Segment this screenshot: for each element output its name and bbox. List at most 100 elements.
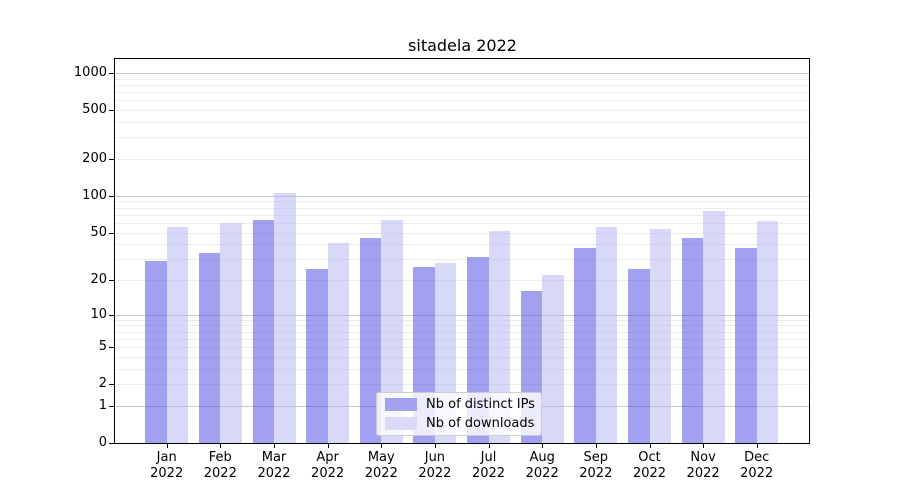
gridline-minor-20 [115, 280, 809, 281]
bar-downloads-jul [488, 231, 510, 443]
x-tick-jul [488, 444, 490, 448]
plot-area: Nb of distinct IPs Nb of downloads [114, 58, 810, 444]
y-tick-label-0: 0 [98, 435, 107, 450]
x-tick-mar [274, 444, 275, 448]
x-tick-feb [220, 444, 222, 448]
x-tick-dec [756, 444, 758, 448]
gridline-minor-800 [115, 85, 809, 86]
gridline-minor-8 [115, 325, 809, 327]
x-tick-label-mar: Mar 2022 [257, 450, 291, 481]
gridline-minor-60 [115, 222, 809, 224]
gridline-minor-4 [115, 356, 809, 358]
y-tick-label-100: 100 [82, 187, 107, 203]
gridline-minor-70 [115, 214, 809, 216]
y-tick-50 [109, 232, 114, 234]
y-tick-label-500: 500 [82, 102, 107, 118]
gridline-minor-2 [115, 384, 809, 386]
bar-distinct-ips-sep [574, 248, 596, 443]
x-tick-aug [542, 444, 544, 448]
y-tick-label-50: 50 [90, 224, 107, 240]
legend-item-distinct-ips: Nb of distinct IPs [385, 397, 535, 412]
y-tick-5 [109, 347, 114, 349]
y-tick-label-1: 1 [98, 397, 107, 413]
legend: Nb of distinct IPs Nb of downloads [376, 392, 542, 436]
bar-downloads-may [381, 220, 403, 443]
gridline-major-10 [115, 314, 809, 316]
bar-distinct-ips-mar [252, 219, 274, 443]
bar-downloads-mar [274, 193, 296, 443]
y-tick-1 [109, 405, 114, 407]
y-tick-0 [109, 443, 114, 444]
bar-distinct-ips-apr [306, 268, 328, 443]
bar-distinct-ips-oct [628, 268, 650, 443]
x-tick-label-nov: Nov 2022 [686, 450, 720, 481]
gridline-minor-30 [115, 259, 809, 261]
x-tick-label-jun: Jun 2022 [418, 450, 452, 481]
y-tick-label-20: 20 [90, 272, 107, 287]
x-tick-jan [166, 444, 168, 448]
x-tick-label-feb: Feb 2022 [203, 450, 237, 481]
x-tick-label-oct: Oct 2022 [632, 450, 667, 481]
bar-downloads-sep [595, 226, 618, 443]
bar-distinct-ips-jan [145, 260, 167, 443]
gridline-major-100 [115, 195, 809, 197]
gridline-minor-5 [115, 347, 809, 349]
x-tick-label-jul: Jul 2022 [471, 450, 506, 481]
x-tick-label-may: May 2022 [364, 450, 398, 481]
bar-downloads-nov [703, 211, 725, 443]
legend-label-downloads: Nb of downloads [426, 416, 535, 431]
gridline-minor-9 [115, 319, 809, 321]
gridline-major-1000 [115, 73, 809, 74]
x-tick-label-dec: Dec 2022 [740, 450, 774, 481]
gridline-minor-900 [115, 78, 809, 80]
bar-distinct-ips-dec [735, 248, 757, 443]
y-tick-label-2: 2 [98, 376, 107, 392]
y-tick-label-10: 10 [90, 306, 107, 322]
bar-downloads-oct [649, 229, 671, 443]
gridline-minor-90 [115, 201, 809, 203]
gridline-minor-300 [115, 137, 809, 139]
bar-downloads-feb [220, 222, 242, 443]
legend-item-downloads: Nb of downloads [385, 416, 535, 431]
gridline-minor-7 [115, 331, 809, 333]
gridline-minor-40 [115, 244, 809, 246]
bar-downloads-jan [166, 226, 189, 443]
y-tick-20 [109, 280, 114, 281]
gridline-minor-700 [115, 92, 809, 94]
gridline-minor-200 [115, 159, 809, 160]
legend-swatch-distinct-ips [385, 398, 417, 411]
gridline-minor-80 [115, 207, 809, 209]
legend-swatch-downloads [385, 417, 417, 430]
bar-distinct-ips-nov [681, 238, 704, 443]
gridline-minor-50 [115, 232, 809, 234]
gridline-minor-3 [115, 368, 809, 370]
x-tick-label-jan: Jan 2022 [150, 450, 184, 481]
y-tick-1000 [109, 73, 114, 74]
gridline-minor-600 [115, 100, 809, 102]
y-tick-200 [109, 159, 114, 160]
bar-downloads-dec [756, 221, 779, 443]
bar-downloads-apr [327, 242, 350, 443]
bar-distinct-ips-feb [198, 252, 221, 443]
x-tick-label-sep: Sep 2022 [579, 450, 613, 481]
chart-title: sitadela 2022 [408, 36, 517, 55]
x-tick-jun [434, 444, 436, 448]
legend-label-distinct-ips: Nb of distinct IPs [426, 397, 535, 412]
y-tick-100 [109, 195, 114, 197]
gridline-minor-500 [115, 110, 809, 112]
y-tick-2 [109, 384, 114, 386]
x-tick-label-aug: Aug 2022 [525, 450, 559, 481]
x-tick-may [381, 444, 383, 448]
gridline-minor-400 [115, 122, 809, 123]
bar-downloads-aug [542, 275, 564, 443]
y-tick-10 [109, 314, 114, 316]
x-tick-sep [595, 444, 597, 448]
x-tick-apr [327, 444, 329, 448]
y-tick-label-200: 200 [82, 151, 107, 166]
x-tick-oct [649, 444, 651, 448]
y-tick-500 [109, 110, 114, 112]
gridline-minor-6 [115, 338, 809, 340]
bar-distinct-ips-may [359, 238, 382, 443]
y-tick-label-1000: 1000 [73, 65, 107, 80]
